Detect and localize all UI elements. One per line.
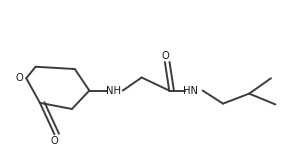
Text: O: O bbox=[15, 73, 23, 83]
Text: O: O bbox=[51, 136, 58, 146]
Text: HN: HN bbox=[183, 86, 198, 95]
Text: NH: NH bbox=[106, 86, 121, 95]
Text: O: O bbox=[161, 51, 169, 61]
